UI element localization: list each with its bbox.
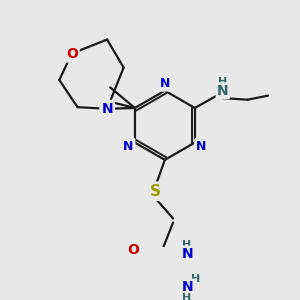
Text: N: N — [181, 247, 193, 261]
Text: N: N — [101, 102, 113, 116]
Text: H: H — [191, 274, 200, 284]
Text: N: N — [217, 84, 229, 98]
Text: N: N — [181, 280, 193, 294]
Text: O: O — [127, 243, 139, 257]
Text: H: H — [182, 293, 192, 300]
Text: N: N — [196, 140, 206, 153]
Text: H: H — [218, 76, 227, 87]
Text: S: S — [149, 184, 161, 199]
Text: O: O — [66, 46, 78, 61]
Text: N: N — [123, 140, 134, 153]
Text: H: H — [182, 240, 192, 250]
Text: N: N — [160, 77, 170, 90]
